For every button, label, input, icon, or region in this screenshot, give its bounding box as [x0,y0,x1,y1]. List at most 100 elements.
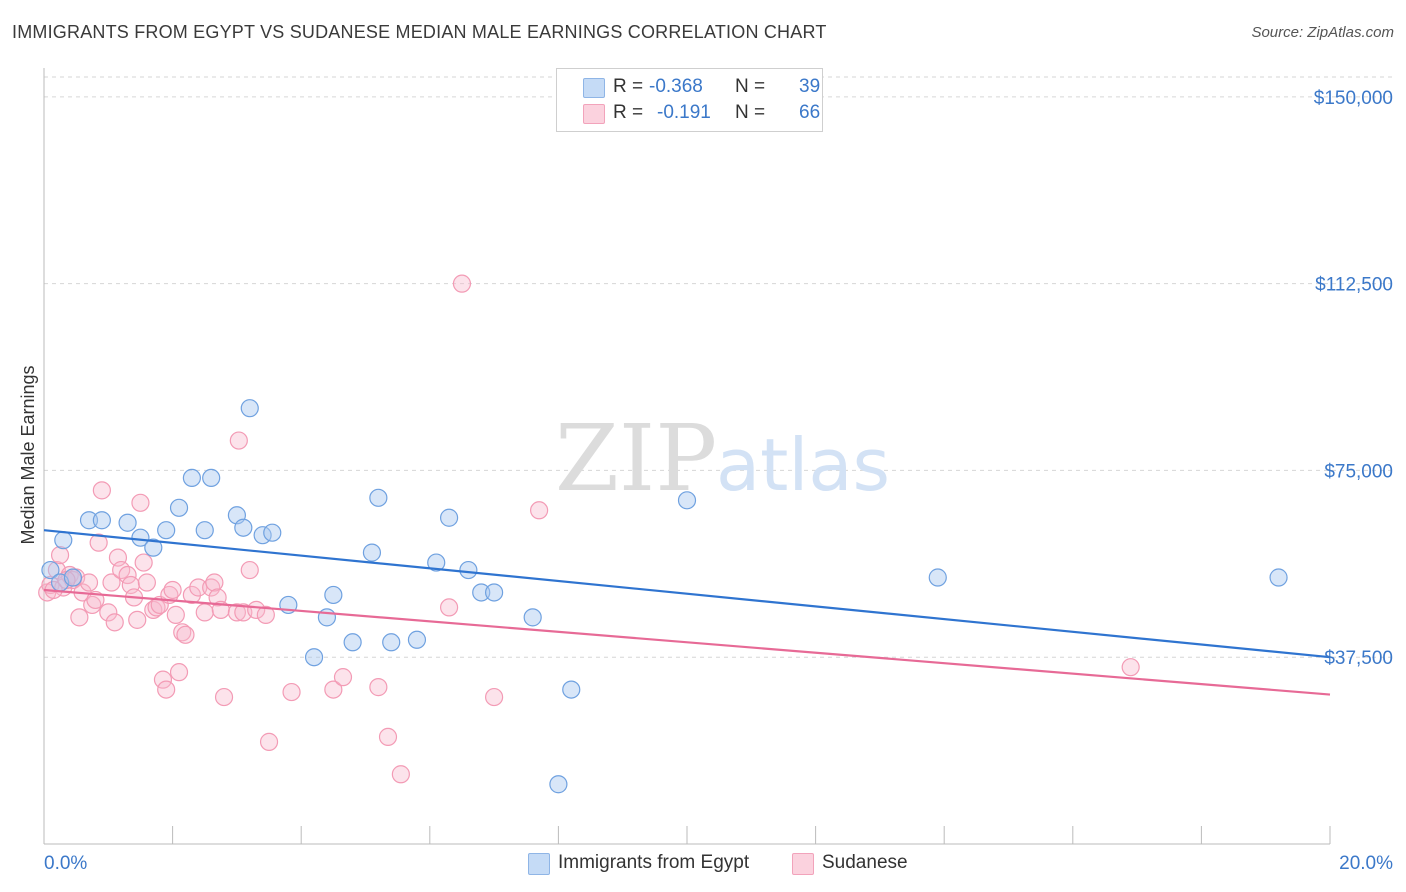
legend-r-label: R = [613,102,644,123]
egypt-point [382,633,401,652]
legend-n-label: N = [735,76,766,97]
sudanese-point [89,533,108,552]
axes [43,68,1331,845]
sudanese-point [378,727,398,747]
egypt-point [157,521,176,540]
egypt-point [182,468,201,488]
egypt-point [304,648,324,667]
egypt-point [263,523,282,542]
legend-swatch-sudanese [583,104,605,124]
egypt-point [144,538,163,557]
egypt-point [523,608,542,627]
sudanese-point [79,573,99,592]
correlation-legend: R = -0.368 N = 39 R = -0.191 N = 66 [556,68,823,132]
legend-n-label: N = [735,102,766,123]
egypt-point [549,775,568,794]
sudanese-point [134,553,153,572]
sudanese-point [205,573,224,592]
egypt-point [63,568,83,587]
sudanese-point [166,605,185,624]
chart-title: IMMIGRANTS FROM EGYPT VS SUDANESE MEDIAN… [12,22,827,42]
sudanese-point [70,608,89,627]
egypt-point [485,583,504,602]
egypt-trend-line [43,529,1331,659]
sudanese-point [256,605,275,624]
sudanese-point [439,598,459,617]
egypt-point [118,513,137,532]
egypt-point [343,633,362,652]
sudanese-point [195,603,214,622]
egypt-point [169,498,189,517]
egypt-point [459,560,478,580]
sudanese-point [102,573,121,592]
sudanese-point [333,668,353,687]
sudanese-point [240,560,259,580]
sudanese-point [153,670,173,689]
egypt-point [427,553,446,572]
egypt-point [472,583,491,602]
sudanese-point [391,765,410,784]
egypt-point [677,491,697,510]
egypt-point [79,511,99,530]
egypt-point [407,630,427,649]
data-points [38,274,1288,794]
egypt-point [202,468,221,488]
sudanese-point [214,687,234,707]
egypt-point [928,568,947,587]
legend-r-value: -0.368 [649,76,703,97]
sudanese-point [369,678,388,697]
egypt-point [562,680,581,699]
sudanese-point [227,603,246,622]
egypt-point [369,488,388,507]
y-tick-label: $112,500 [1315,275,1393,296]
sudanese-point [229,431,248,450]
egypt-point [439,508,459,527]
egypt-point [234,518,253,537]
trend-lines [43,529,1331,696]
legend-n-value: 39 [799,76,821,97]
sudanese-point [1121,658,1140,677]
bottom-legend-swatch-egypt [528,853,550,875]
sudanese-point [530,501,549,520]
sudanese-point [99,603,118,622]
sudanese-point [105,613,124,632]
sudanese-point [202,578,221,597]
sudanese-point [282,682,301,702]
egypt-point [92,511,111,530]
egypt-point [362,543,382,562]
egypt-point [54,531,73,550]
sudanese-point [182,585,201,605]
sudanese-point [50,546,70,565]
bottom-legend-label-sudanese: Sudanese [822,852,908,873]
sudanese-point [86,590,105,610]
sudanese-point [83,595,102,615]
sudanese-point [137,573,156,592]
legend-r-label: R = [613,76,644,97]
egypt-point [195,521,214,540]
watermark-zip: ZIP [555,405,717,512]
legend-swatch-egypt [583,78,605,98]
sudanese-point [128,610,147,629]
y-tick-label: $150,000 [1314,88,1393,109]
x-tick-label: 20.0% [1339,853,1393,874]
sudanese-point [259,732,279,751]
sudanese-point [92,481,111,500]
sudanese-point [485,687,504,707]
y-tick-label: $37,500 [1324,648,1393,669]
sudanese-trend-line [43,588,1331,696]
sudanese-point [118,565,137,585]
egypt-point [324,585,343,605]
y-tick-label: $75,000 [1324,461,1393,482]
sudanese-point [176,625,195,644]
sudanese-point [163,580,182,600]
bottom-legend-label-egypt: Immigrants from Egypt [558,852,750,873]
y-axis-label: Median Male Earnings [18,365,38,544]
egypt-point [240,399,259,418]
legend-r-value: -0.191 [657,102,711,123]
sudanese-point [157,680,176,699]
sudanese-point [173,623,192,642]
sudanese-point [324,680,343,699]
watermark-atlas: atlas [716,423,890,507]
x-tick-label: 0.0% [44,853,87,874]
